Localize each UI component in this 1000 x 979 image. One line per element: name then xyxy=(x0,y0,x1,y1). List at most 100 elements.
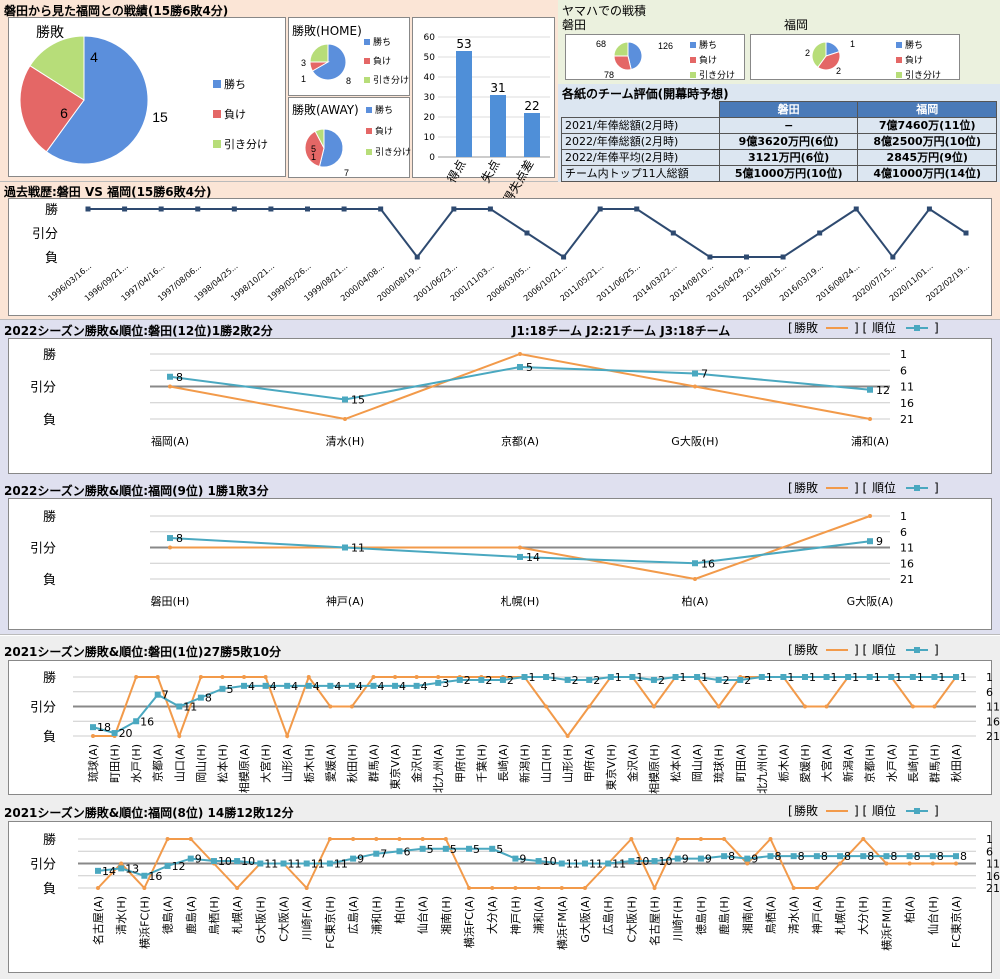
season-rank-point xyxy=(558,860,565,867)
pie-slice xyxy=(311,43,347,81)
season-rank-label: 1 xyxy=(615,671,622,684)
history-chart: 勝引分負1996/03/16...1996/09/21...1997/04/16… xyxy=(32,203,971,303)
legend-swatch xyxy=(213,110,221,118)
season-rank-point xyxy=(758,674,765,680)
legend-swatch xyxy=(896,41,902,48)
season-rank-label: 20 xyxy=(119,727,133,740)
season-x-label: 浦和(H) xyxy=(370,896,383,935)
season-result-point xyxy=(513,886,518,890)
season-x-label: 横浜FC(H) xyxy=(137,896,151,949)
season-x-label: 横浜FM(A) xyxy=(555,896,569,950)
season-rank-label: 9 xyxy=(682,853,689,866)
season-legend-rank-marker xyxy=(914,808,920,814)
s4-title: 2021シーズン勝敗&順位:福岡(8位) 14勝12敗12分 xyxy=(4,806,294,820)
history-point xyxy=(231,206,237,212)
season-rank-point xyxy=(780,674,787,680)
legend-label: 引き分け xyxy=(905,71,942,81)
season-x-label: 北九州(A) xyxy=(432,744,445,793)
history-point xyxy=(451,206,457,212)
yamaha-left-box xyxy=(565,34,745,80)
season-x-label: 相模原(H) xyxy=(648,744,661,794)
legend-swatch xyxy=(690,71,696,78)
season-legend-sep: ] [ xyxy=(854,481,867,495)
season-rank-point xyxy=(906,853,913,860)
season-rank-point xyxy=(929,853,936,860)
season-result-point xyxy=(868,417,872,421)
season-result-point xyxy=(374,837,379,841)
legend-item: 負け xyxy=(213,106,268,122)
season-legend-close: ] xyxy=(934,321,939,335)
season-rank-label: 4 xyxy=(291,680,298,693)
season-rank-label: 8 xyxy=(960,850,967,863)
legend-swatch xyxy=(690,41,696,48)
bar-value-label: 31 xyxy=(490,81,505,95)
season-rank-label: 9 xyxy=(519,853,526,866)
season-x-label: 栃木(A) xyxy=(776,744,790,782)
eval-table: 磐田 福岡 2021/年俸総額(2月時) −7億7460万(11位) 2022/年… xyxy=(561,101,997,182)
season-rank-point xyxy=(521,674,528,680)
season-x-label: 岡山(H) xyxy=(195,744,208,783)
season-rank-label: 1 xyxy=(960,671,967,684)
season-rank-label: 1 xyxy=(874,671,881,684)
season-x-label: 長崎(A) xyxy=(496,744,510,782)
pie-label: 7 xyxy=(344,168,349,178)
season-rank-label: 11 xyxy=(589,858,603,871)
season-rank-point xyxy=(219,685,226,692)
yamaha-right-pie: 1 2 2 xyxy=(805,39,855,76)
season-x-label: 横浜FM(H) xyxy=(879,896,893,951)
legend-label: 引き分け xyxy=(699,71,736,81)
season-rank-label: 9 xyxy=(195,853,202,866)
season-rank-label: 4 xyxy=(334,680,341,693)
season-rank-label: 6 xyxy=(403,845,410,858)
season-legend-result-label: 勝敗 xyxy=(794,803,818,818)
season-rank-point xyxy=(715,676,722,683)
season-rank-point xyxy=(586,676,593,683)
history-point xyxy=(414,254,420,260)
yamaha-right-box xyxy=(750,34,960,80)
legend-swatch xyxy=(366,148,372,155)
season-result-point xyxy=(536,886,541,890)
season-rank-point xyxy=(543,674,550,680)
s3-title: 2021シーズン勝敗&順位:磐田(1位)27勝5敗10分 xyxy=(4,645,282,659)
legend-label: 負け xyxy=(224,108,246,121)
season-rank-point xyxy=(650,676,657,683)
season-y-left-label: 負 xyxy=(43,413,56,428)
legend-label: 負け xyxy=(375,127,394,137)
away-pie-chart: 7 51 xyxy=(304,128,349,178)
season-rank-point xyxy=(499,676,506,683)
bar-y-tick: 60 xyxy=(424,33,436,43)
season-rank-label: 12 xyxy=(172,860,186,873)
legend-item: 引き分け xyxy=(366,145,411,158)
season-result-point xyxy=(716,704,721,709)
season-rank-point xyxy=(348,682,355,689)
season-result-point xyxy=(134,675,139,679)
season-x-label: 仙台(A) xyxy=(416,896,430,934)
season-rank-point xyxy=(837,853,844,860)
history-point xyxy=(487,206,493,212)
legend-swatch xyxy=(364,76,370,83)
bar-value-label: 53 xyxy=(456,37,471,51)
history-y-label: 負 xyxy=(45,251,58,266)
season-x-label: 浦和(A) xyxy=(533,896,546,934)
season-result-point xyxy=(436,675,441,679)
season-rank-label: 5 xyxy=(427,843,434,856)
eval-cell: 3121万円(6位) xyxy=(718,149,859,166)
legend-label: 勝ち xyxy=(375,106,394,116)
season-x-label: 山口(A) xyxy=(173,744,186,782)
season-x-label: 神戸(A) xyxy=(810,896,824,934)
eval-title: 各紙のチーム評価(開幕時予想) xyxy=(562,87,729,101)
away-pie-title: 勝敗(AWAY) xyxy=(292,103,359,117)
season-x-label: 群馬(H) xyxy=(927,744,941,783)
season-legend-sep: ] [ xyxy=(854,321,867,335)
season-rank-point xyxy=(767,853,774,860)
yamaha-title: ヤマハでの戦積 xyxy=(562,4,647,18)
season-x-label: 湘南(A) xyxy=(740,896,754,934)
season-legend-open: [ xyxy=(788,321,793,335)
season-result-point xyxy=(198,675,203,679)
season-rank-label: 10 xyxy=(635,855,649,868)
season-legend-rank-label: 順位 xyxy=(872,320,896,335)
season-y-right-tick: 21 xyxy=(986,730,1000,743)
